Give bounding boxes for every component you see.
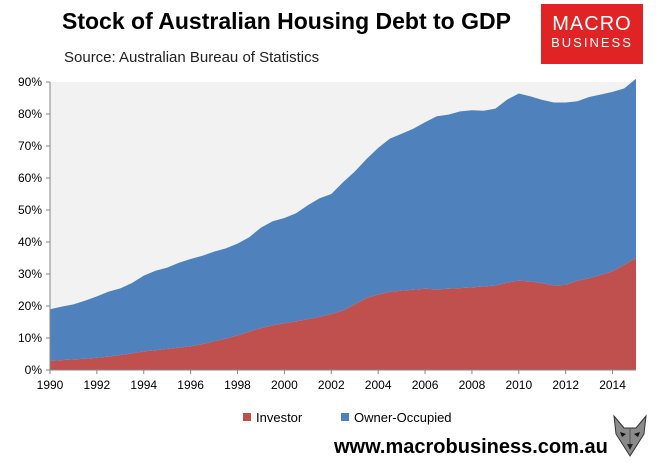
x-tick-label: 1996 [177, 378, 204, 392]
macrobusiness-logo: MACRO BUSINESS [541, 4, 643, 64]
logo-text-macro: MACRO [552, 13, 632, 35]
x-tick-label: 2004 [365, 378, 392, 392]
y-tick-label: 90% [18, 75, 42, 89]
y-axis-ticks: 0% 10% 20% 30% 40% 50% 60% 70% 80% 90% [18, 75, 50, 377]
website-url: www.macrobusiness.com.au [334, 436, 608, 458]
series-areas [50, 78, 636, 370]
x-tick-label: 1992 [84, 378, 111, 392]
legend-label-investor: Investor [256, 410, 303, 425]
x-tick-label: 1994 [130, 378, 157, 392]
x-tick-label: 2006 [412, 378, 439, 392]
x-axis-ticks: 1990 1992 1994 1996 1998 2000 2002 2004 2006 2008… [37, 370, 626, 392]
x-tick-label: 2014 [599, 378, 626, 392]
wolf-mascot-icon [608, 412, 652, 460]
x-tick-label: 1998 [224, 378, 251, 392]
legend-label-owner-occupied: Owner-Occupied [354, 410, 452, 425]
area-series-owner-occupied [50, 78, 636, 362]
x-tick-label: 2000 [271, 378, 298, 392]
y-tick-label: 0% [25, 363, 43, 377]
y-tick-label: 70% [18, 139, 42, 153]
y-tick-label: 10% [18, 331, 42, 345]
chart-subtitle: Source: Australian Bureau of Statistics [64, 49, 320, 66]
legend-swatch-owner-occupied [341, 413, 349, 421]
x-tick-label: 2012 [552, 378, 579, 392]
y-tick-label: 50% [18, 203, 42, 217]
y-tick-label: 20% [18, 299, 42, 313]
x-tick-label: 1990 [37, 378, 64, 392]
legend: Investor Owner-Occupied [243, 410, 452, 425]
x-tick-label: 2010 [505, 378, 532, 392]
legend-swatch-investor [243, 413, 251, 421]
chart-title: Stock of Australian Housing Debt to GDP [62, 8, 511, 34]
y-tick-label: 60% [18, 171, 42, 185]
y-tick-label: 80% [18, 107, 42, 121]
axes [49, 82, 636, 371]
x-tick-label: 2002 [318, 378, 345, 392]
logo-text-business: BUSINESS [551, 35, 633, 50]
y-tick-label: 30% [18, 267, 42, 281]
x-tick-label: 2008 [459, 378, 486, 392]
y-tick-label: 40% [18, 235, 42, 249]
